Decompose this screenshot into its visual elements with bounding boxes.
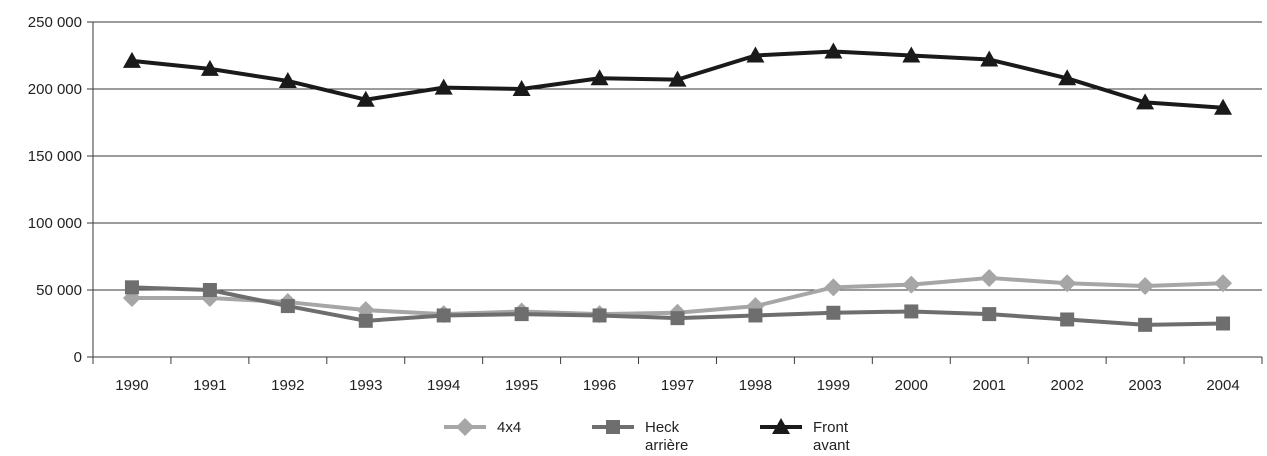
y-tick-label: 50 000 [36,282,82,299]
x-tick-label: 2001 [973,377,1006,394]
y-axis-ticks: 0 50 000 100 000 150 000 200 000 250 000 [28,14,93,366]
data-point [746,46,765,63]
legend-label: 4x4 [497,419,521,436]
grid-lines [93,21,1262,291]
data-point [1138,317,1153,332]
legend-label: Front [813,419,849,436]
data-point [280,299,295,314]
legend-label: avant [813,437,851,454]
data-point [1136,276,1155,295]
y-tick-label: 250 000 [28,14,82,31]
data-point [1058,69,1077,86]
legend-marker [456,418,474,436]
x-tick-label: 2003 [1128,377,1161,394]
data-point [980,268,999,287]
x-tick-label: 1998 [739,377,772,394]
x-tick-label: 2000 [895,377,928,394]
x-tick-label: 1996 [583,377,616,394]
y-tick-label: 100 000 [28,215,82,232]
series-triangle [122,42,1233,115]
data-point [1214,98,1233,115]
data-point [668,70,687,87]
data-point [512,80,531,96]
y-tick-label: 0 [74,349,82,366]
x-tick-label: 1994 [427,377,460,394]
data-point [278,71,297,88]
data-point [670,311,685,326]
data-point [436,308,451,323]
data-point [1214,274,1233,293]
x-tick-label: 1990 [115,377,148,394]
legend-label: Heck [645,419,680,436]
data-point [1136,93,1155,110]
data-point [124,280,139,295]
legend-marker [772,418,790,434]
y-tick-label: 150 000 [28,148,82,165]
data-point [826,305,841,320]
data-point [200,59,219,76]
data-point [1216,316,1231,331]
data-point [590,69,609,86]
x-tick-label: 1999 [817,377,850,394]
x-axis: 1990 1991 1992 1993 1994 1995 1996 1997 1998 1999… [92,22,1263,394]
series-layer [122,42,1233,332]
data-point [1058,274,1077,293]
series-square [124,280,1231,332]
x-tick-label: 2004 [1206,377,1239,394]
data-point [356,90,375,107]
data-point [980,50,999,67]
data-point [122,51,141,68]
data-point [592,308,607,323]
data-point [824,42,843,59]
data-point [902,46,921,63]
data-point [904,304,919,319]
data-point [1060,312,1075,327]
data-point [824,278,843,297]
x-tick-label: 1992 [271,377,304,394]
legend-label: arrière [645,437,688,454]
x-tick-label: 1997 [661,377,694,394]
data-point [982,307,997,322]
data-point [434,78,453,95]
data-point [902,275,921,294]
legend-marker [606,420,620,434]
data-point [358,313,373,328]
data-point [748,308,763,323]
x-tick-label: 1995 [505,377,538,394]
y-tick-label: 200 000 [28,81,82,98]
x-tick-label: 1991 [193,377,226,394]
x-tick-label: 1993 [349,377,382,394]
data-point [202,283,217,297]
x-tick-label: 2002 [1050,377,1083,394]
legend-item: 4x4 [444,418,521,436]
data-point [514,307,529,322]
